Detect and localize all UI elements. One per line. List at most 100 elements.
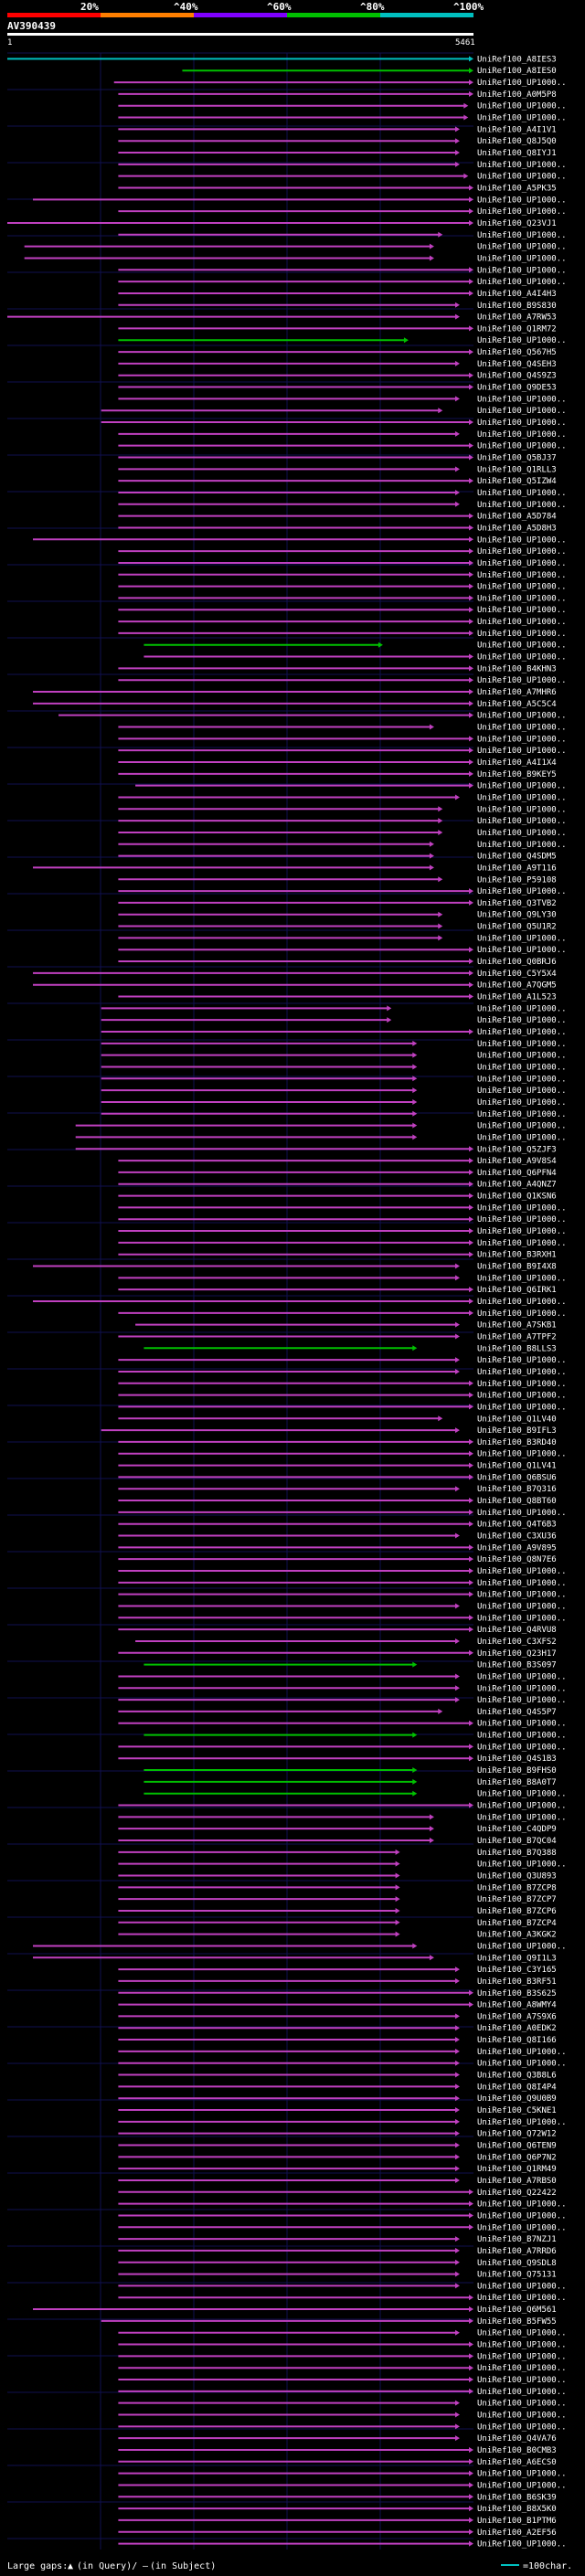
- hit-row[interactable]: UniRef100_UP1000..: [135, 782, 567, 791]
- hit-label[interactable]: UniRef100_Q1LV40: [477, 1415, 557, 1424]
- hit-row[interactable]: UniRef100_Q22422: [118, 2189, 557, 2198]
- hit-label[interactable]: UniRef100_B3RD40: [477, 1438, 557, 1447]
- hit-label[interactable]: UniRef100_UP1000..: [477, 336, 567, 345]
- hit-label[interactable]: UniRef100_UP1000..: [477, 254, 567, 263]
- hit-row[interactable]: UniRef100_UP1000..: [118, 102, 567, 111]
- hit-row[interactable]: UniRef100_UP1000..: [118, 2470, 567, 2479]
- hit-row[interactable]: UniRef100_UP1000..: [118, 618, 567, 627]
- hit-label[interactable]: UniRef100_UP1000..: [477, 173, 567, 182]
- hit-row[interactable]: UniRef100_UP1000..: [101, 1063, 567, 1072]
- hit-label[interactable]: UniRef100_UP1000..: [477, 2540, 567, 2549]
- hit-label[interactable]: UniRef100_B3S625: [477, 1989, 557, 1998]
- hit-label[interactable]: UniRef100_UP1000..: [477, 594, 567, 603]
- hit-row[interactable]: UniRef100_A5D8H3: [118, 524, 557, 533]
- hit-row[interactable]: UniRef100_UP1000..: [118, 1215, 567, 1224]
- hit-row[interactable]: UniRef100_UP1000..: [118, 946, 567, 955]
- hit-label[interactable]: UniRef100_Q567H5: [477, 348, 557, 357]
- hit-label[interactable]: UniRef100_A8IES0: [477, 67, 557, 76]
- hit-row[interactable]: UniRef100_A7QGM5: [33, 981, 557, 991]
- hit-label[interactable]: UniRef100_UP1000..: [477, 1802, 567, 1811]
- hit-row[interactable]: UniRef100_UP1000..: [118, 2341, 567, 2350]
- hit-row[interactable]: UniRef100_A5PK35: [118, 185, 557, 194]
- hit-label[interactable]: UniRef100_Q8I4P4: [477, 2083, 557, 2092]
- hit-label[interactable]: UniRef100_UP1000..: [477, 231, 567, 240]
- hit-label[interactable]: UniRef100_P59108: [477, 875, 557, 885]
- hit-label[interactable]: UniRef100_A5PK35: [477, 185, 557, 194]
- hit-row[interactable]: UniRef100_UP1000..: [118, 841, 567, 850]
- hit-row[interactable]: UniRef100_UP1000..: [144, 653, 567, 663]
- hit-row[interactable]: UniRef100_UP1000..: [101, 419, 567, 428]
- hit-label[interactable]: UniRef100_UP1000..: [477, 1227, 567, 1236]
- hit-row[interactable]: UniRef100_UP1000..: [118, 571, 567, 580]
- hit-row[interactable]: UniRef100_B7ZCP8: [118, 1883, 557, 1892]
- hit-label[interactable]: UniRef100_UP1000..: [477, 207, 567, 217]
- hit-row[interactable]: UniRef100_UP1000..: [24, 243, 567, 252]
- hit-label[interactable]: UniRef100_Q9SDL8: [477, 2259, 557, 2268]
- hit-row[interactable]: UniRef100_UP1000..: [75, 1133, 567, 1142]
- hit-label[interactable]: UniRef100_B7Q316: [477, 1485, 557, 1494]
- hit-label[interactable]: UniRef100_UP1000..: [477, 2364, 567, 2373]
- hit-label[interactable]: UniRef100_UP1000..: [477, 1016, 567, 1025]
- hit-row[interactable]: UniRef100_UP1000..: [118, 1450, 567, 1459]
- hit-row[interactable]: UniRef100_UP1000..: [118, 336, 567, 345]
- hit-label[interactable]: UniRef100_Q23H17: [477, 1649, 557, 1659]
- hit-row[interactable]: UniRef100_B8X5K0: [118, 2505, 557, 2514]
- hit-label[interactable]: UniRef100_UP1000..: [477, 1450, 567, 1459]
- hit-row[interactable]: UniRef100_A7MHR6: [33, 688, 557, 697]
- hit-row[interactable]: UniRef100_B7ZCP6: [118, 1907, 557, 1916]
- hit-label[interactable]: UniRef100_UP1000..: [477, 419, 567, 428]
- hit-row[interactable]: UniRef100_A4I4H3: [118, 290, 557, 299]
- hit-row[interactable]: UniRef100_UP1000..: [118, 2400, 567, 2409]
- hit-label[interactable]: UniRef100_UP1000..: [477, 2422, 567, 2432]
- hit-row[interactable]: UniRef100_Q8J5Q0: [118, 137, 557, 146]
- hit-row[interactable]: UniRef100_B7Q316: [118, 1485, 557, 1494]
- hit-label[interactable]: UniRef100_Q6IRK1: [477, 1286, 557, 1295]
- hit-row[interactable]: UniRef100_Q4S9Z3: [118, 372, 557, 381]
- hit-label[interactable]: UniRef100_A7MHR6: [477, 688, 557, 697]
- hit-label[interactable]: UniRef100_UP1000..: [477, 1403, 567, 1412]
- hit-label[interactable]: UniRef100_UP1000..: [477, 946, 567, 955]
- hit-label[interactable]: UniRef100_A4I1X4: [477, 758, 557, 768]
- hit-label[interactable]: UniRef100_UP1000..: [477, 805, 567, 814]
- hit-row[interactable]: UniRef100_UP1000..: [118, 161, 567, 170]
- hit-label[interactable]: UniRef100_UP1000..: [477, 2294, 567, 2303]
- hit-label[interactable]: UniRef100_UP1000..: [477, 606, 567, 615]
- hit-label[interactable]: UniRef100_Q22422: [477, 2189, 557, 2198]
- hit-row[interactable]: UniRef100_Q72W12: [118, 2130, 557, 2139]
- hit-label[interactable]: UniRef100_UP1000..: [477, 1040, 567, 1049]
- hit-row[interactable]: UniRef100_A7RRD6: [118, 2247, 557, 2256]
- hit-row[interactable]: UniRef100_Q23H17: [118, 1649, 557, 1659]
- hit-row[interactable]: UniRef100_UP1000..: [118, 1368, 567, 1377]
- hit-row[interactable]: UniRef100_UP1000..: [118, 2540, 567, 2549]
- hit-row[interactable]: UniRef100_UP1000..: [118, 1602, 567, 1611]
- hit-label[interactable]: UniRef100_Q3B8L6: [477, 2072, 557, 2081]
- hit-label[interactable]: UniRef100_A7RW53: [477, 313, 557, 323]
- hit-label[interactable]: UniRef100_A7RRD6: [477, 2247, 557, 2256]
- hit-row[interactable]: UniRef100_A9V8S4: [118, 1157, 557, 1166]
- hit-row[interactable]: UniRef100_UP1000..: [118, 606, 567, 615]
- hit-label[interactable]: UniRef100_Q1RLL3: [477, 465, 557, 474]
- hit-row[interactable]: UniRef100_UP1000..: [118, 1309, 567, 1319]
- hit-label[interactable]: UniRef100_UP1000..: [477, 535, 567, 545]
- hit-row[interactable]: UniRef100_A7TPF2: [118, 1332, 557, 1341]
- hit-label[interactable]: UniRef100_B9FHS0: [477, 1766, 557, 1776]
- hit-label[interactable]: UniRef100_Q4S1B3: [477, 1754, 557, 1764]
- hit-label[interactable]: UniRef100_UP1000..: [477, 641, 567, 651]
- hit-row[interactable]: UniRef100_B9FHS0: [144, 1766, 557, 1776]
- hit-label[interactable]: UniRef100_A0EDK2: [477, 2024, 557, 2033]
- hit-label[interactable]: UniRef100_B7NZJ1: [477, 2235, 557, 2244]
- hit-label[interactable]: UniRef100_A1L523: [477, 993, 557, 1002]
- hit-row[interactable]: UniRef100_UP1000..: [118, 2352, 567, 2361]
- hit-row[interactable]: UniRef100_Q4RVU8: [118, 1626, 557, 1635]
- hit-label[interactable]: UniRef100_UP1000..: [477, 1298, 567, 1307]
- hit-row[interactable]: UniRef100_A9T116: [33, 864, 557, 873]
- hit-row[interactable]: UniRef100_UP1000..: [118, 1356, 567, 1365]
- hit-row[interactable]: UniRef100_UP1000..: [118, 934, 567, 943]
- hit-row[interactable]: UniRef100_C5Y5X4: [33, 970, 557, 979]
- hit-label[interactable]: UniRef100_Q6PFN4: [477, 1169, 557, 1178]
- hit-label[interactable]: UniRef100_UP1000..: [477, 829, 567, 838]
- hit-row[interactable]: UniRef100_Q4VA76: [118, 2434, 557, 2443]
- hit-label[interactable]: UniRef100_Q72W12: [477, 2130, 557, 2139]
- hit-label[interactable]: UniRef100_B6SK39: [477, 2493, 557, 2502]
- hit-row[interactable]: UniRef100_UP1000..: [118, 1203, 567, 1213]
